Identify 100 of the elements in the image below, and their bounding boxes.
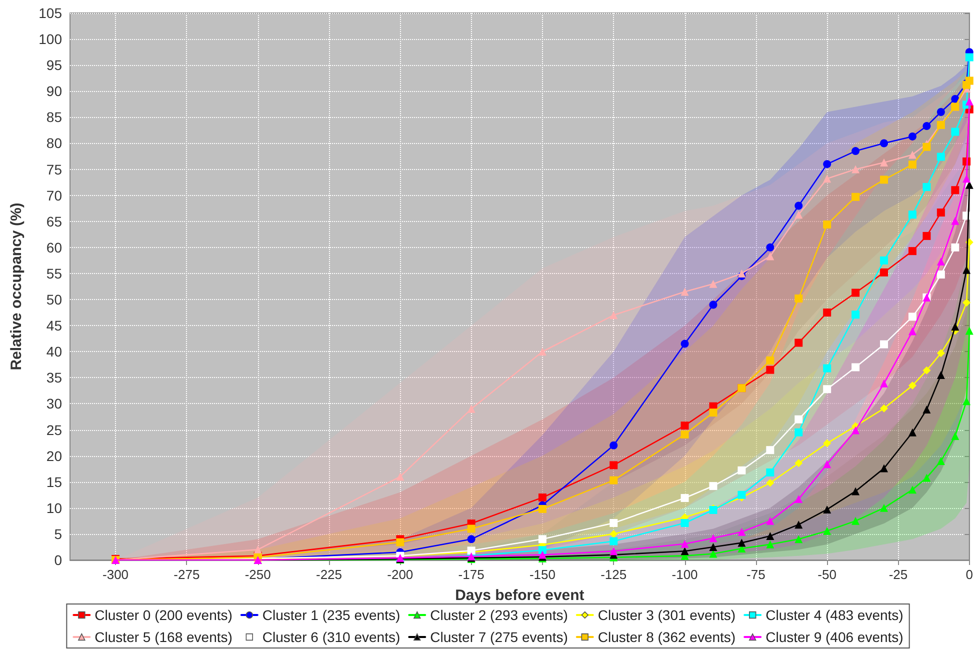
point — [823, 460, 832, 468]
point — [610, 547, 618, 556]
x-tick-label: -25 — [888, 567, 908, 582]
x-tick-label: 0 — [966, 567, 973, 582]
point — [951, 322, 960, 331]
point — [880, 340, 888, 348]
x-tick-label: -250 — [244, 567, 271, 582]
point — [951, 94, 960, 103]
point — [880, 379, 888, 388]
point — [880, 268, 888, 276]
point — [936, 270, 945, 279]
point — [922, 405, 931, 414]
x-tick-label: -100 — [672, 567, 698, 582]
y-tick-label: 70 — [46, 187, 62, 204]
point — [823, 174, 832, 183]
point — [936, 257, 945, 266]
point — [852, 165, 860, 174]
point — [738, 466, 746, 474]
y-tick-label: 95 — [46, 57, 62, 74]
y-tick-label: 45 — [46, 318, 62, 334]
point — [766, 468, 774, 476]
point — [709, 534, 718, 542]
y-tick-label: 80 — [46, 135, 62, 152]
legend-label: Cluster 9 (406 events) — [766, 629, 904, 645]
point — [965, 53, 974, 62]
point — [852, 147, 860, 156]
point — [880, 256, 888, 264]
point — [852, 487, 860, 496]
legend-label: Cluster 0 (200 events) — [94, 607, 232, 623]
y-tick-label: 100 — [38, 31, 62, 48]
point — [709, 482, 718, 490]
point — [794, 210, 803, 219]
y-tick-label: 65 — [46, 213, 62, 230]
point — [794, 495, 803, 504]
legend-label: Cluster 7 (275 events) — [430, 629, 568, 645]
point — [467, 524, 476, 533]
point — [610, 519, 618, 528]
y-tick-label: 5 — [54, 526, 62, 542]
point — [794, 520, 803, 529]
point — [880, 464, 888, 472]
y-tick-label: 60 — [46, 239, 62, 256]
point — [852, 516, 860, 525]
point — [880, 139, 888, 148]
point — [936, 371, 945, 380]
point — [922, 474, 931, 482]
point — [794, 535, 803, 544]
point — [766, 478, 774, 487]
point — [680, 540, 689, 548]
point — [794, 415, 803, 424]
point — [936, 208, 945, 217]
point — [680, 430, 689, 438]
point — [738, 528, 746, 536]
point — [709, 300, 718, 309]
x-tick-label: -300 — [102, 567, 129, 582]
point — [823, 160, 832, 168]
point — [922, 232, 931, 240]
point — [908, 312, 916, 321]
point — [680, 519, 689, 528]
legend-label: Cluster 5 (168 events) — [94, 629, 232, 645]
point — [965, 326, 974, 335]
point — [823, 308, 832, 317]
point — [962, 174, 971, 183]
point — [709, 280, 718, 288]
y-tick-label: 55 — [46, 265, 62, 282]
legend-label: Cluster 2 (293 events) — [430, 607, 568, 623]
y-tick-label: 10 — [46, 500, 62, 516]
point — [951, 216, 960, 225]
point — [852, 192, 860, 201]
x-tick-label: -150 — [529, 567, 556, 582]
point — [538, 348, 546, 356]
y-tick-label: 50 — [46, 292, 62, 308]
point — [794, 202, 803, 210]
point — [908, 247, 916, 256]
point — [880, 504, 888, 512]
point — [538, 535, 546, 544]
point — [766, 243, 774, 252]
y-tick-label: 30 — [46, 396, 62, 412]
point — [794, 338, 803, 347]
x-tick-label: -200 — [387, 567, 414, 582]
point — [936, 108, 945, 116]
point — [738, 538, 746, 547]
point — [680, 422, 689, 430]
point — [766, 446, 774, 454]
point — [680, 547, 689, 556]
point — [852, 426, 860, 434]
point — [962, 298, 971, 307]
y-tick-label: 0 — [54, 552, 62, 568]
x-tick-label: -275 — [174, 567, 200, 582]
point — [610, 461, 618, 470]
point — [766, 356, 774, 364]
y-tick-label: 40 — [46, 344, 62, 360]
point — [965, 98, 974, 106]
x-tick-label: -125 — [600, 567, 627, 582]
point — [908, 486, 916, 494]
point — [908, 327, 916, 336]
point — [880, 158, 888, 167]
point — [823, 364, 832, 372]
point — [766, 532, 774, 540]
point — [823, 439, 832, 448]
legend-label: Cluster 6 (310 events) — [262, 629, 400, 645]
